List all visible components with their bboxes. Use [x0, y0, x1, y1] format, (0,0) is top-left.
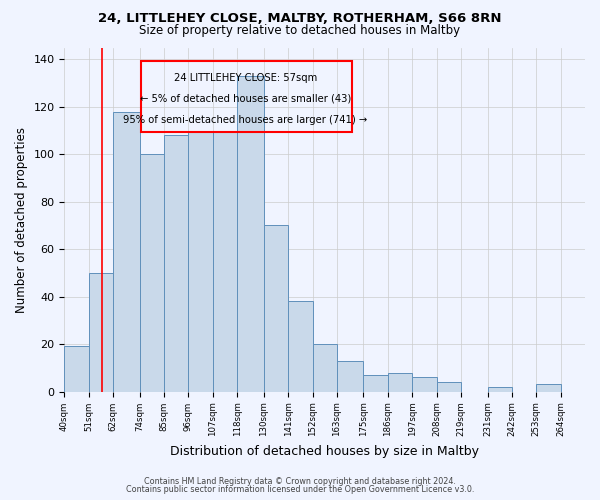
Text: Contains HM Land Registry data © Crown copyright and database right 2024.: Contains HM Land Registry data © Crown c… — [144, 477, 456, 486]
Bar — [264, 226, 288, 392]
Text: 95% of semi-detached houses are larger (741) →: 95% of semi-detached houses are larger (… — [124, 114, 368, 124]
X-axis label: Distribution of detached houses by size in Maltby: Distribution of detached houses by size … — [170, 444, 479, 458]
Bar — [313, 344, 337, 392]
Bar — [64, 346, 89, 392]
Text: 24, LITTLEHEY CLOSE, MALTBY, ROTHERHAM, S66 8RN: 24, LITTLEHEY CLOSE, MALTBY, ROTHERHAM, … — [98, 12, 502, 26]
Bar — [412, 378, 437, 392]
Bar — [237, 76, 264, 392]
Y-axis label: Number of detached properties: Number of detached properties — [15, 126, 28, 312]
Bar — [142, 62, 352, 132]
Bar — [337, 360, 364, 392]
Bar — [188, 130, 213, 392]
Bar — [364, 375, 388, 392]
Bar — [288, 302, 313, 392]
Bar — [164, 136, 188, 392]
Bar — [488, 387, 512, 392]
Bar — [213, 130, 237, 392]
Bar — [140, 154, 164, 392]
Text: Contains public sector information licensed under the Open Government Licence v3: Contains public sector information licen… — [126, 485, 474, 494]
Bar — [89, 273, 113, 392]
Bar — [388, 372, 412, 392]
Text: 24 LITTLEHEY CLOSE: 57sqm: 24 LITTLEHEY CLOSE: 57sqm — [174, 74, 317, 84]
Bar — [437, 382, 461, 392]
Text: Size of property relative to detached houses in Maltby: Size of property relative to detached ho… — [139, 24, 461, 37]
Bar — [113, 112, 140, 392]
Text: ← 5% of detached houses are smaller (43): ← 5% of detached houses are smaller (43) — [140, 94, 351, 104]
Bar — [536, 384, 560, 392]
